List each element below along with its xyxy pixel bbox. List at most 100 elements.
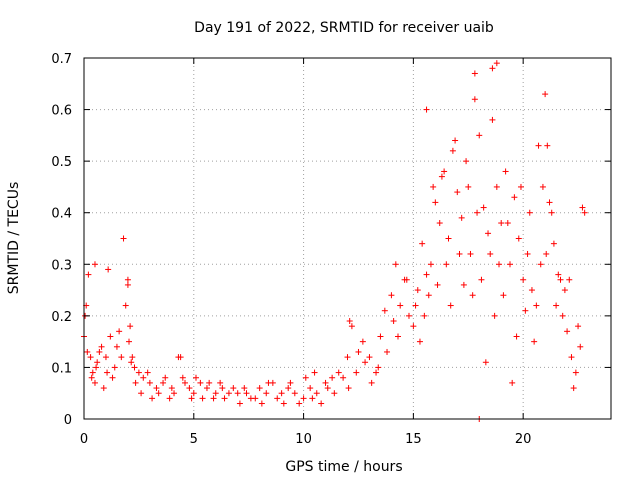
data-point [335, 369, 342, 376]
data-point [206, 379, 213, 386]
data-point [515, 235, 522, 242]
data-point [127, 323, 134, 330]
data-point [524, 250, 531, 257]
data-point [564, 328, 571, 335]
data-point [368, 379, 375, 386]
data-point [471, 96, 478, 103]
data-point [430, 183, 437, 190]
data-point [340, 374, 347, 381]
data-point [322, 379, 329, 386]
data-point [353, 369, 360, 376]
data-point [395, 333, 402, 340]
y-tick-label: 0.1 [51, 361, 72, 376]
data-point [388, 292, 395, 299]
data-point [177, 354, 184, 361]
data-point [243, 390, 250, 397]
data-point [302, 374, 309, 381]
y-tick-label: 0.6 [51, 104, 72, 119]
data-point [485, 230, 492, 237]
data-point [87, 354, 94, 361]
data-point [212, 390, 219, 397]
data-point [403, 276, 410, 283]
data-point [489, 116, 496, 123]
data-point [217, 379, 224, 386]
data-point [572, 369, 579, 376]
data-point [104, 369, 111, 376]
data-point [557, 276, 564, 283]
data-point [94, 359, 101, 366]
data-point [280, 400, 287, 407]
data-point [313, 390, 320, 397]
data-point [84, 348, 91, 355]
data-point [421, 312, 428, 319]
data-point [120, 235, 127, 242]
y-tick-label: 0.5 [51, 155, 72, 170]
data-point [410, 323, 417, 330]
y-tick-label: 0.4 [51, 207, 72, 222]
data-point [132, 379, 139, 386]
data-point [197, 379, 204, 386]
data-point [511, 194, 518, 201]
x-tick-label: 20 [515, 432, 532, 447]
data-point [425, 292, 432, 299]
data-point [307, 385, 314, 392]
data-point [160, 379, 167, 386]
data-point [236, 400, 243, 407]
data-point [138, 390, 145, 397]
data-point [166, 395, 173, 402]
data-point [414, 287, 421, 294]
data-point [278, 390, 285, 397]
data-point [263, 390, 270, 397]
data-point [579, 204, 586, 211]
data-point [555, 271, 562, 278]
data-point [126, 338, 133, 345]
data-point [91, 379, 98, 386]
data-point [107, 333, 114, 340]
chart-title: Day 191 of 2022, SRMTID for receiver uai… [194, 20, 494, 36]
data-point [331, 390, 338, 397]
data-point [397, 302, 404, 309]
data-point [531, 338, 538, 345]
data-point [98, 343, 105, 350]
data-point [381, 307, 388, 314]
data-point [96, 348, 103, 355]
y-tick-label: 0.7 [51, 52, 72, 67]
data-point [581, 209, 588, 216]
data-point [520, 276, 527, 283]
data-point [432, 199, 439, 206]
data-point [221, 395, 228, 402]
data-point [309, 395, 316, 402]
data-point [210, 395, 217, 402]
data-point [182, 379, 189, 386]
data-point [489, 65, 496, 72]
data-point [559, 312, 566, 319]
data-point [129, 354, 136, 361]
data-point [454, 189, 461, 196]
data-point [93, 364, 100, 371]
data-point [496, 261, 503, 268]
data-point [118, 354, 125, 361]
data-point [447, 302, 454, 309]
data-point [102, 354, 109, 361]
data-point [493, 60, 500, 67]
data-point [146, 379, 153, 386]
data-point [296, 400, 303, 407]
data-point [469, 292, 476, 299]
x-axis-label: GPS time / hours [285, 459, 402, 475]
x-tick-label: 15 [405, 432, 422, 447]
data-point [265, 379, 272, 386]
data-point [274, 395, 281, 402]
data-point [190, 390, 197, 397]
data-point [324, 385, 331, 392]
data-point [528, 287, 535, 294]
data-point [230, 385, 237, 392]
data-point [390, 318, 397, 325]
data-point [186, 385, 193, 392]
data-point [355, 348, 362, 355]
data-point [345, 385, 352, 392]
x-tick-label: 5 [190, 432, 198, 447]
data-point [491, 312, 498, 319]
data-point [344, 354, 351, 361]
data-point [493, 183, 500, 190]
